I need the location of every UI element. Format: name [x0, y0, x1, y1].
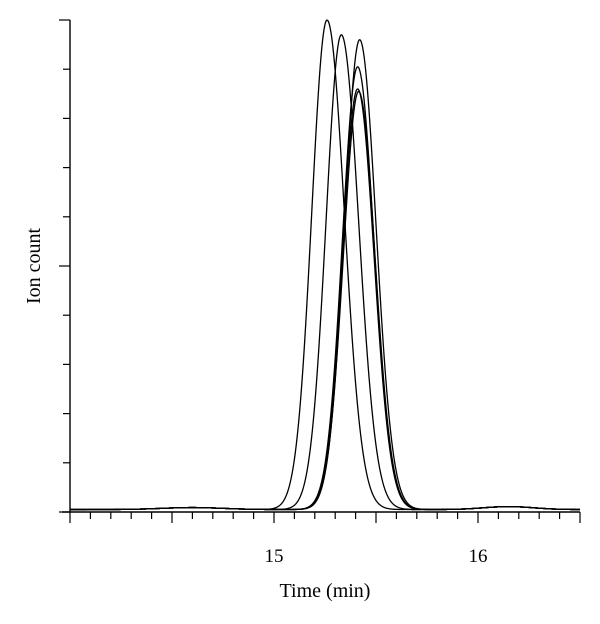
axes — [62, 20, 580, 513]
x-tick-label: 16 — [469, 546, 488, 567]
trace-line — [70, 66, 581, 511]
trace-line — [70, 34, 581, 511]
y-axis-label: Ion count — [23, 228, 45, 305]
trace-line — [70, 90, 581, 511]
trace-line — [70, 88, 581, 511]
ticks — [59, 19, 581, 523]
trace-line — [70, 39, 581, 511]
traces — [70, 19, 581, 511]
x-tick-label: 15 — [265, 546, 284, 567]
trace-line — [70, 19, 581, 511]
tick-labels: 15 16 — [265, 546, 488, 567]
x-axis-label: Time (min) — [280, 580, 371, 602]
